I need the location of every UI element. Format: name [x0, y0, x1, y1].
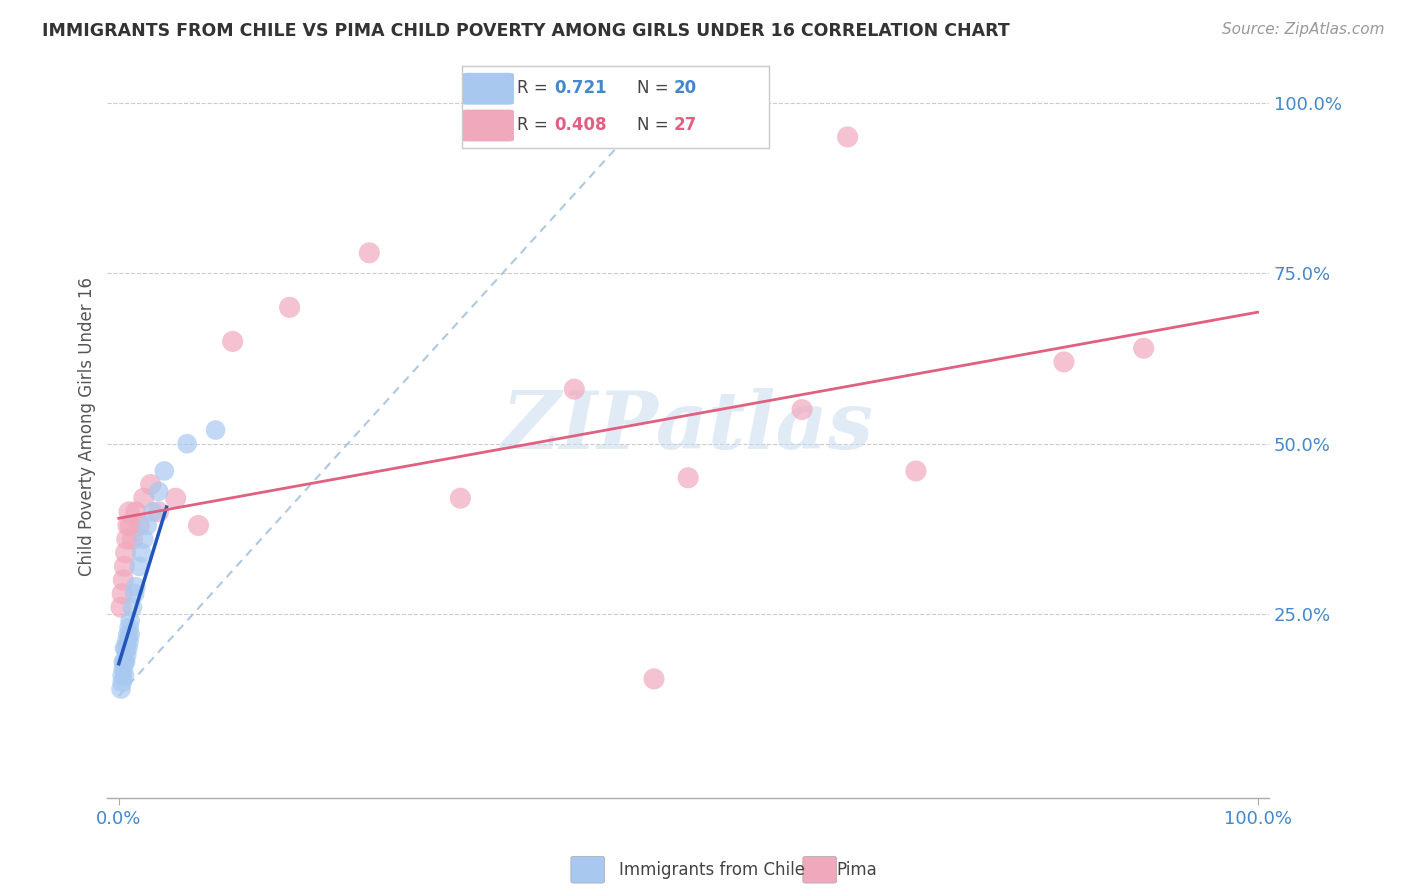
Point [111, 587, 134, 601]
Point [117, 641, 139, 656]
Point [165, 491, 187, 506]
Point [120, 627, 142, 641]
Point [132, 532, 155, 546]
Point [114, 655, 136, 669]
Point [837, 130, 859, 145]
Point [449, 491, 471, 506]
Point [117, 518, 139, 533]
Point [114, 546, 136, 560]
Point [114, 641, 136, 656]
Point [204, 423, 226, 437]
Point [153, 464, 176, 478]
Point [176, 436, 198, 450]
Point [128, 518, 150, 533]
Text: IMMIGRANTS FROM CHILE VS PIMA CHILD POVERTY AMONG GIRLS UNDER 16 CORRELATION CHA: IMMIGRANTS FROM CHILE VS PIMA CHILD POVE… [42, 22, 1010, 40]
Point [121, 532, 143, 546]
Point [117, 627, 139, 641]
Y-axis label: Child Poverty Among Girls Under 16: Child Poverty Among Girls Under 16 [79, 277, 96, 576]
Point [118, 505, 141, 519]
Point [1053, 355, 1076, 369]
Point [132, 491, 155, 506]
Point [114, 655, 136, 669]
Point [110, 600, 132, 615]
Point [112, 662, 135, 676]
Point [359, 245, 381, 260]
Point [136, 518, 159, 533]
Point [120, 614, 142, 628]
Point [114, 559, 136, 574]
Point [110, 682, 132, 697]
Point [112, 573, 135, 587]
Point [904, 464, 927, 478]
Text: Pima: Pima [837, 861, 877, 879]
Point [148, 484, 170, 499]
Point [1132, 341, 1154, 355]
Point [790, 402, 813, 417]
Point [120, 518, 142, 533]
Point [118, 634, 141, 648]
Point [131, 546, 153, 560]
Text: Immigrants from Chile: Immigrants from Chile [619, 861, 804, 879]
Text: ZIPatlas: ZIPatlas [502, 388, 875, 466]
Point [118, 621, 141, 635]
Point [124, 587, 146, 601]
Point [125, 505, 148, 519]
Point [114, 641, 136, 656]
Point [562, 382, 585, 396]
Point [115, 532, 138, 546]
Point [115, 648, 138, 662]
Point [676, 471, 699, 485]
Point [139, 477, 162, 491]
Point [125, 580, 148, 594]
Point [148, 505, 170, 519]
Point [115, 634, 138, 648]
Point [111, 668, 134, 682]
Point [112, 655, 135, 669]
Point [278, 301, 301, 315]
Point [142, 505, 165, 519]
Point [187, 518, 209, 533]
Point [121, 600, 143, 615]
Point [111, 675, 134, 690]
Text: Source: ZipAtlas.com: Source: ZipAtlas.com [1222, 22, 1385, 37]
Point [128, 559, 150, 574]
Point [114, 668, 136, 682]
Point [643, 672, 665, 686]
Point [221, 334, 243, 349]
